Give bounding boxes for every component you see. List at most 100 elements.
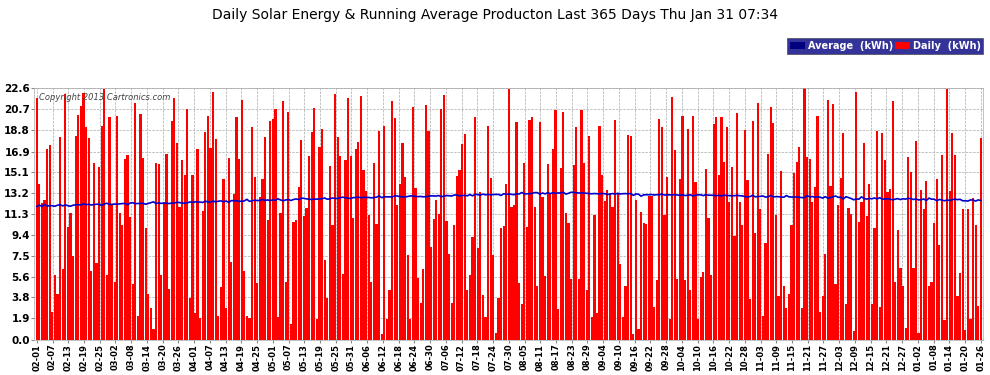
- Bar: [640, 211, 643, 339]
- Bar: [56, 294, 58, 339]
- Bar: [956, 296, 958, 339]
- Bar: [899, 268, 902, 339]
- Bar: [564, 213, 567, 339]
- Bar: [274, 109, 276, 339]
- Bar: [346, 99, 349, 339]
- Bar: [378, 131, 380, 339]
- Bar: [655, 280, 657, 339]
- Bar: [731, 167, 733, 339]
- Bar: [650, 196, 652, 339]
- Bar: [420, 303, 422, 339]
- Bar: [404, 177, 406, 339]
- Bar: [490, 178, 492, 339]
- Bar: [194, 313, 196, 339]
- Bar: [943, 320, 945, 339]
- Bar: [215, 140, 217, 339]
- Bar: [746, 180, 748, 339]
- Bar: [98, 167, 100, 339]
- Bar: [513, 205, 515, 339]
- Bar: [718, 175, 720, 339]
- Legend: Average  (kWh), Daily  (kWh): Average (kWh), Daily (kWh): [787, 38, 983, 54]
- Bar: [785, 308, 787, 339]
- Bar: [803, 88, 806, 339]
- Bar: [748, 298, 751, 339]
- Bar: [74, 136, 77, 339]
- Bar: [375, 224, 377, 339]
- Bar: [850, 214, 852, 339]
- Bar: [399, 184, 401, 339]
- Bar: [204, 132, 207, 339]
- Bar: [764, 243, 766, 339]
- Bar: [708, 218, 710, 339]
- Bar: [604, 201, 606, 339]
- Bar: [614, 120, 616, 339]
- Bar: [635, 200, 637, 339]
- Bar: [266, 220, 268, 339]
- Bar: [606, 190, 609, 339]
- Bar: [495, 333, 497, 339]
- Bar: [103, 89, 105, 339]
- Bar: [503, 226, 505, 339]
- Bar: [362, 170, 364, 339]
- Bar: [847, 208, 849, 339]
- Bar: [580, 111, 582, 339]
- Bar: [679, 179, 681, 339]
- Bar: [840, 178, 842, 339]
- Bar: [458, 170, 460, 339]
- Bar: [886, 192, 889, 339]
- Bar: [487, 126, 489, 339]
- Bar: [892, 101, 894, 339]
- Bar: [500, 228, 502, 339]
- Bar: [961, 209, 964, 339]
- Bar: [186, 110, 188, 339]
- Bar: [248, 318, 250, 339]
- Bar: [913, 268, 915, 339]
- Bar: [354, 149, 357, 339]
- Bar: [591, 316, 593, 339]
- Bar: [743, 130, 745, 339]
- Bar: [160, 275, 162, 339]
- Bar: [137, 316, 139, 339]
- Bar: [796, 162, 798, 339]
- Bar: [149, 308, 152, 339]
- Bar: [759, 209, 761, 339]
- Bar: [238, 159, 241, 339]
- Bar: [873, 228, 875, 339]
- Bar: [129, 217, 132, 339]
- Bar: [769, 107, 772, 339]
- Bar: [809, 159, 811, 339]
- Bar: [865, 216, 868, 339]
- Bar: [329, 166, 331, 339]
- Bar: [710, 274, 712, 339]
- Bar: [93, 163, 95, 339]
- Bar: [775, 215, 777, 339]
- Text: Copyright 2013 Cartronics.com: Copyright 2013 Cartronics.com: [39, 93, 170, 102]
- Bar: [578, 279, 580, 339]
- Bar: [863, 143, 865, 339]
- Bar: [692, 116, 694, 339]
- Bar: [529, 120, 531, 339]
- Bar: [694, 183, 697, 339]
- Bar: [298, 187, 300, 339]
- Bar: [881, 133, 883, 339]
- Bar: [155, 163, 157, 339]
- Bar: [217, 316, 220, 339]
- Bar: [44, 200, 46, 339]
- Bar: [772, 123, 774, 339]
- Bar: [852, 331, 854, 339]
- Bar: [684, 280, 686, 339]
- Bar: [101, 126, 103, 339]
- Bar: [492, 255, 494, 339]
- Bar: [479, 192, 481, 339]
- Bar: [554, 110, 556, 339]
- Bar: [409, 319, 412, 339]
- Bar: [476, 248, 479, 339]
- Bar: [241, 100, 243, 339]
- Bar: [588, 136, 590, 339]
- Bar: [542, 197, 544, 339]
- Bar: [282, 100, 284, 339]
- Bar: [643, 223, 644, 339]
- Bar: [653, 307, 655, 339]
- Bar: [441, 109, 443, 339]
- Bar: [448, 254, 450, 339]
